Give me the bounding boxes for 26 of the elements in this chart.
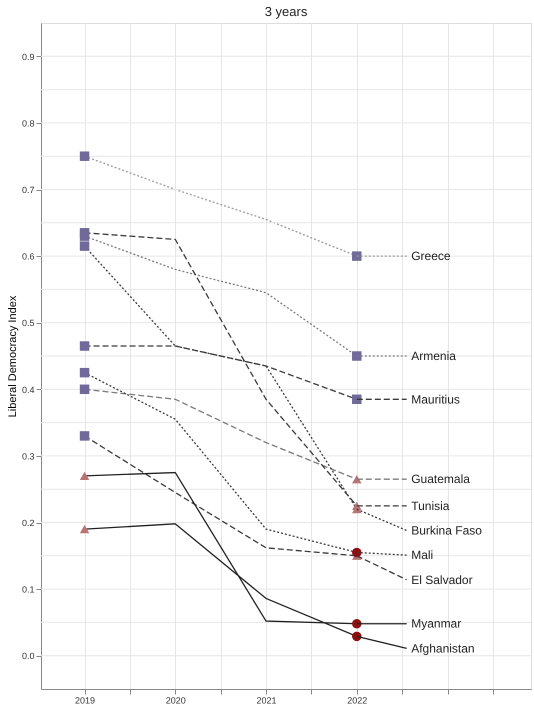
y-tick-label: 0.3 [22, 451, 34, 462]
x-tick-label: 2019 [75, 696, 96, 706]
y-tick-label: 0.8 [22, 118, 34, 128]
y-axis-title: Liberal Democracy Index [6, 295, 19, 418]
legend-label: Greece [411, 249, 451, 264]
legend-label: Tunisia [411, 498, 450, 513]
y-tick-label: 0.0 [22, 651, 34, 662]
y-tick-label: 0.9 [22, 52, 34, 62]
text: Burkina Faso [411, 523, 482, 538]
legend-label: Guatemala [411, 472, 470, 486]
legend-label: Mali [411, 548, 434, 562]
y-tick-label: 0.7 [22, 185, 34, 195]
legend-label: Myanmar [411, 616, 462, 631]
legend-label: Mauritius [411, 392, 460, 406]
legend-label: Armenia [411, 349, 456, 363]
y-tick-label: 0.1 [22, 584, 34, 595]
x-tick-label: 2020 [166, 696, 186, 706]
x-tick-label: 2022 [347, 696, 368, 706]
text: El Salvador [411, 572, 473, 587]
y-tick-label: 0.2 [22, 518, 34, 528]
y-tick-label: 0.6 [22, 252, 34, 262]
y-tick-label: 0.5 [22, 318, 34, 328]
y-tick-label: 0.4 [22, 384, 34, 395]
chart-title: 3 years [264, 4, 308, 19]
legend-label: Afghanistan [411, 641, 475, 656]
x-tick-label: 2021 [256, 696, 277, 706]
